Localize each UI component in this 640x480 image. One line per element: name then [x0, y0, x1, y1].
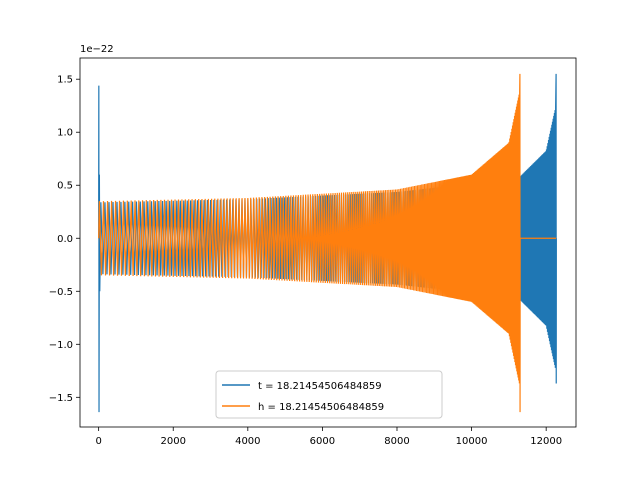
- x-tick-label: 4000: [235, 436, 260, 447]
- x-tick-label: 6000: [310, 436, 335, 447]
- y-tick-label: −1.0: [49, 340, 73, 351]
- y-tick-label: 0.5: [57, 181, 73, 192]
- y-offset-text: 1e−22: [80, 44, 114, 55]
- y-tick-label: 1.5: [57, 75, 73, 86]
- y-tick-label: −1.5: [49, 393, 73, 404]
- plot-frame: [79, 57, 577, 428]
- legend-box: [215, 370, 443, 419]
- y-tick-label: 1.0: [57, 128, 73, 139]
- x-tick-label: 8000: [384, 436, 409, 447]
- y-axis: −1.5 −1.0 −0.5 0.0 0.5 1.0 1.5: [49, 75, 80, 404]
- x-tick-label: 2000: [161, 436, 186, 447]
- x-tick-label: 12000: [530, 436, 562, 447]
- x-tick-label: 10000: [456, 436, 488, 447]
- x-axis: 0 2000 4000 6000 8000 10000 12000: [95, 427, 562, 447]
- legend-label-h: h = 18.21454506484859: [258, 402, 384, 413]
- legend: t = 18.21454506484859 h = 18.21454506484…: [215, 370, 443, 419]
- legend-label-t: t = 18.21454506484859: [258, 381, 382, 392]
- x-tick-label: 0: [95, 436, 101, 447]
- y-tick-label: −0.5: [49, 287, 73, 298]
- series-line-h: [98, 73, 557, 413]
- series-layer: [98, 73, 557, 413]
- y-tick-label: 0.0: [57, 234, 73, 245]
